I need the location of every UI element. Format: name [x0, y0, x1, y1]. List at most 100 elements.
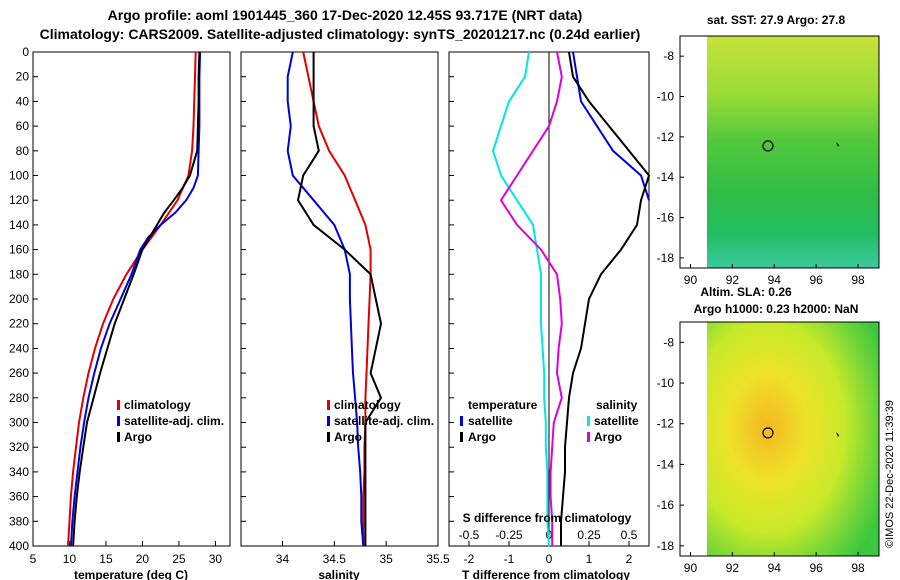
y-tick-label: 340 — [9, 465, 29, 479]
map-x-tick-label: 90 — [684, 273, 698, 287]
x-tick-label: 34.5 — [323, 552, 347, 566]
x-tick-label: 1 — [586, 552, 593, 566]
legend-argo: Argo — [334, 430, 362, 444]
t-difference-xlabel: T difference from climatology — [462, 568, 630, 580]
x-tick-label: 34 — [276, 552, 290, 566]
temperature-panel: 5 10 15 20 25 3002040608010012014016018020022… — [9, 45, 231, 580]
legend-sal-argo: Argo — [594, 430, 622, 444]
series-line-argo — [296, 52, 383, 546]
map-x-tick-label: 94 — [768, 273, 782, 287]
x2-tick-label: 0.25 — [577, 528, 601, 542]
map-x-tick-label: 90 — [684, 561, 698, 575]
x2-tick-label: -0.5 — [459, 528, 480, 542]
salinity-panel: 34 34.5 35 35.5 salinity climatology satell… — [240, 51, 450, 580]
x-tick-label: 10 — [63, 552, 77, 566]
legend-swatch-sal-argo — [587, 432, 590, 442]
argo-location-marker — [762, 140, 774, 152]
x-tick-label: 0 — [546, 552, 553, 566]
temperature-xlabel: temperature (deg C) — [74, 568, 188, 580]
series-line-temperature-satellite — [572, 51, 650, 201]
series-line-satellite-adj-clim- — [69, 51, 202, 547]
argo-location-marker — [762, 427, 774, 439]
legend-temp-argo: Argo — [468, 430, 496, 444]
y-tick-label: 0 — [22, 45, 29, 59]
series-line-temperature-argo — [560, 51, 651, 546]
series-line-satellite-adj-clim- — [286, 51, 365, 547]
legend-swatch-argo — [117, 432, 120, 442]
y-tick-label: 100 — [9, 169, 29, 183]
y-tick-label: 320 — [9, 440, 29, 454]
legend-swatch-satellite — [327, 416, 330, 426]
sst-field — [707, 36, 879, 268]
salinity-legend: climatology satellite-adj. clim. Argo — [327, 398, 434, 444]
temperature-legend: climatology satellite-adj. clim. Argo — [117, 398, 224, 444]
difference-panel: -2 -1 0 1 2-0.5 -0.25 0 0.25 0.5 T difference fr… — [448, 51, 651, 580]
x-tick-label: 20 — [136, 552, 150, 566]
y-tick-label: 260 — [9, 366, 29, 380]
x-tick-label: 35.5 — [426, 552, 450, 566]
sst-map-title: sat. SST: 27.9 Argo: 27.8 — [707, 13, 846, 27]
x-tick-label: 5 — [30, 552, 37, 566]
x-tick-label: 35 — [379, 552, 393, 566]
x-tick-label: 25 — [172, 552, 186, 566]
legend-temp-satellite: satellite — [468, 414, 513, 428]
legend-climatology: climatology — [334, 398, 401, 412]
y-tick-label: 140 — [9, 218, 29, 232]
y-tick-label: 240 — [9, 341, 29, 355]
legend-satellite-adj: satellite-adj. clim. — [124, 414, 224, 428]
map-y-tick-label: -8 — [663, 335, 674, 349]
map-y-tick-label: -14 — [657, 457, 675, 471]
series-line-salinity-argo — [499, 51, 563, 546]
sla-map-frame — [679, 321, 880, 557]
map-y-tick-label: -18 — [657, 539, 675, 553]
salinity-series — [286, 51, 383, 547]
figure-title-line1: Argo profile: aoml 1901445_360 17-Dec-20… — [108, 7, 583, 23]
x-tick-label: 30 — [209, 552, 223, 566]
x-tick-label: -2 — [464, 552, 475, 566]
legend-climatology: climatology — [124, 398, 191, 412]
temperature-panel-frame — [32, 51, 231, 547]
legend-swatch-climatology — [327, 400, 330, 410]
salinity-panel-frame — [240, 51, 439, 547]
map-x-tick-label: 96 — [809, 561, 823, 575]
sst-map-axes: 90 92 94 96 98 -8 -10 -12 -14 -16 -18 — [657, 49, 865, 287]
temperature-axes: 5 10 15 20 25 3002040608010012014016018020022… — [9, 45, 222, 566]
s-difference-xlabel: S difference from climatology — [463, 511, 632, 525]
y-tick-label: 280 — [9, 391, 29, 405]
sla-map-subtitle: Argo h1000: 0.23 h2000: NaN — [694, 302, 859, 316]
y-tick-label: 120 — [9, 193, 29, 207]
legend-swatch-climatology — [117, 400, 120, 410]
y-tick-label: 80 — [16, 144, 30, 158]
legend-satellite-adj: satellite-adj. clim. — [334, 414, 434, 428]
x-tick-label: 15 — [99, 552, 113, 566]
sst-map-frame — [679, 35, 880, 269]
y-tick-label: 40 — [16, 94, 30, 108]
x-tick-label: -1 — [504, 552, 515, 566]
sst-map: sat. SST: 27.9 Argo: 27.8 90 92 94 96 98 -8 -1… — [657, 13, 880, 287]
imos-watermark: ©IMOS 22-Dec-2020 11:39:39 — [884, 400, 896, 548]
map-x-tick-label: 92 — [726, 273, 740, 287]
legend-swatch-temp-argo — [460, 432, 463, 442]
y-tick-label: 20 — [16, 70, 30, 84]
map-y-tick-label: -10 — [657, 90, 675, 104]
map-y-tick-label: -12 — [657, 130, 675, 144]
legend-swatch-argo — [327, 432, 330, 442]
map-x-tick-label: 96 — [809, 273, 823, 287]
y-tick-label: 360 — [9, 490, 29, 504]
difference-series — [491, 51, 651, 547]
y-tick-label: 200 — [9, 292, 29, 306]
sla-map-title: Altim. SLA: 0.26 — [700, 285, 792, 299]
y-tick-label: 160 — [9, 243, 29, 257]
x2-tick-label: -0.25 — [495, 528, 523, 542]
y-tick-label: 220 — [9, 317, 29, 331]
float-arrow-icon — [836, 432, 839, 437]
float-arrow-icon — [836, 142, 839, 147]
sla-map: Altim. SLA: 0.26 Argo h1000: 0.23 h2000:… — [657, 285, 880, 575]
map-x-tick-label: 92 — [726, 561, 740, 575]
map-y-tick-label: -18 — [657, 251, 675, 265]
sla-map-axes: 90 92 94 96 98 -8 -10 -12 -14 -16 -18 — [657, 335, 865, 575]
legend-temperature-heading: temperature — [468, 398, 538, 412]
series-line-argo — [72, 51, 201, 547]
legend-swatch-satellite — [117, 416, 120, 426]
series-line-climatology — [67, 51, 197, 547]
